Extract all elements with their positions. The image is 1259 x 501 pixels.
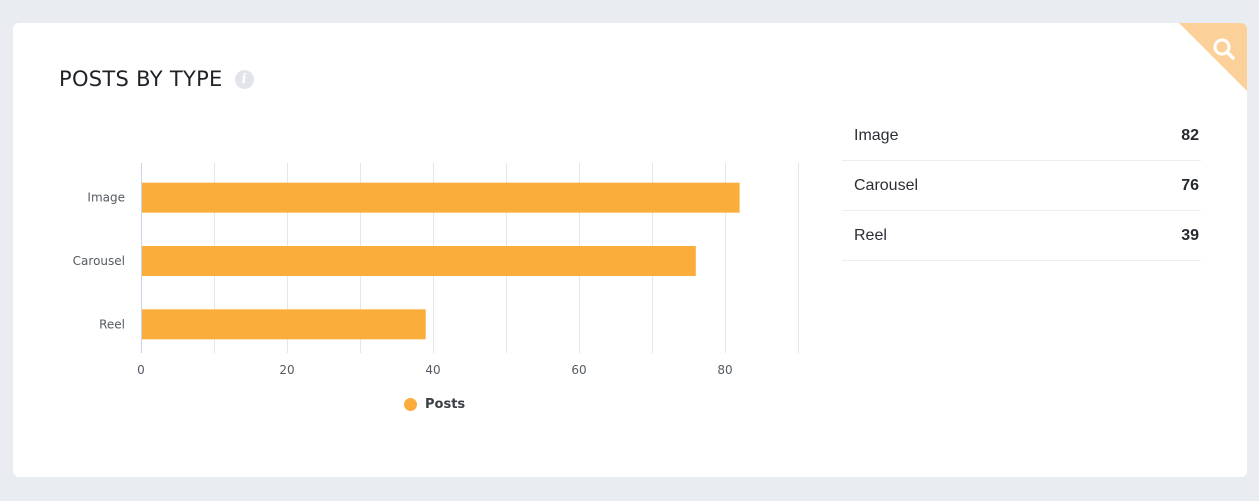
info-icon[interactable]: i: [234, 69, 254, 89]
x-tick-label: 0: [137, 363, 145, 377]
y-tick-label: Reel: [99, 317, 125, 331]
x-tick-label: 40: [425, 363, 440, 377]
summary-label: Carousel: [854, 176, 919, 194]
legend-marker: [404, 398, 417, 411]
summary-value: 76: [1181, 176, 1199, 194]
card-title: POSTS BY TYPE: [59, 67, 223, 91]
bar-chart: 0 20 40 60 80 Image Carousel Reel: [73, 163, 799, 377]
summary-row: Carousel 76: [842, 161, 1201, 211]
summary-row: Reel 39: [842, 211, 1201, 261]
x-tick-label: 60: [571, 363, 586, 377]
summary-label: Reel: [854, 226, 887, 244]
summary-label: Image: [854, 126, 899, 144]
summary-list: Image 82 Carousel 76 Reel 39: [842, 111, 1201, 261]
summary-row: Image 82: [842, 111, 1201, 161]
search-icon: [1179, 23, 1247, 91]
x-tick-label: 20: [279, 363, 294, 377]
chart-legend[interactable]: Posts: [404, 397, 465, 412]
card-header: POSTS BY TYPE i: [59, 67, 254, 91]
chart-card: POSTS BY TYPE i 0 20 40 60 80 Image Carousel Re…: [13, 23, 1247, 477]
legend-label: Posts: [425, 397, 466, 412]
summary-value: 82: [1181, 126, 1199, 144]
bar: [142, 182, 740, 213]
bar: [142, 246, 696, 276]
bar: [142, 309, 426, 340]
y-tick-label: Image: [87, 191, 125, 205]
search-corner-button[interactable]: [1179, 23, 1247, 91]
x-tick-label: 80: [717, 363, 732, 377]
y-tick-label: Carousel: [73, 254, 125, 268]
summary-value: 39: [1181, 226, 1199, 244]
